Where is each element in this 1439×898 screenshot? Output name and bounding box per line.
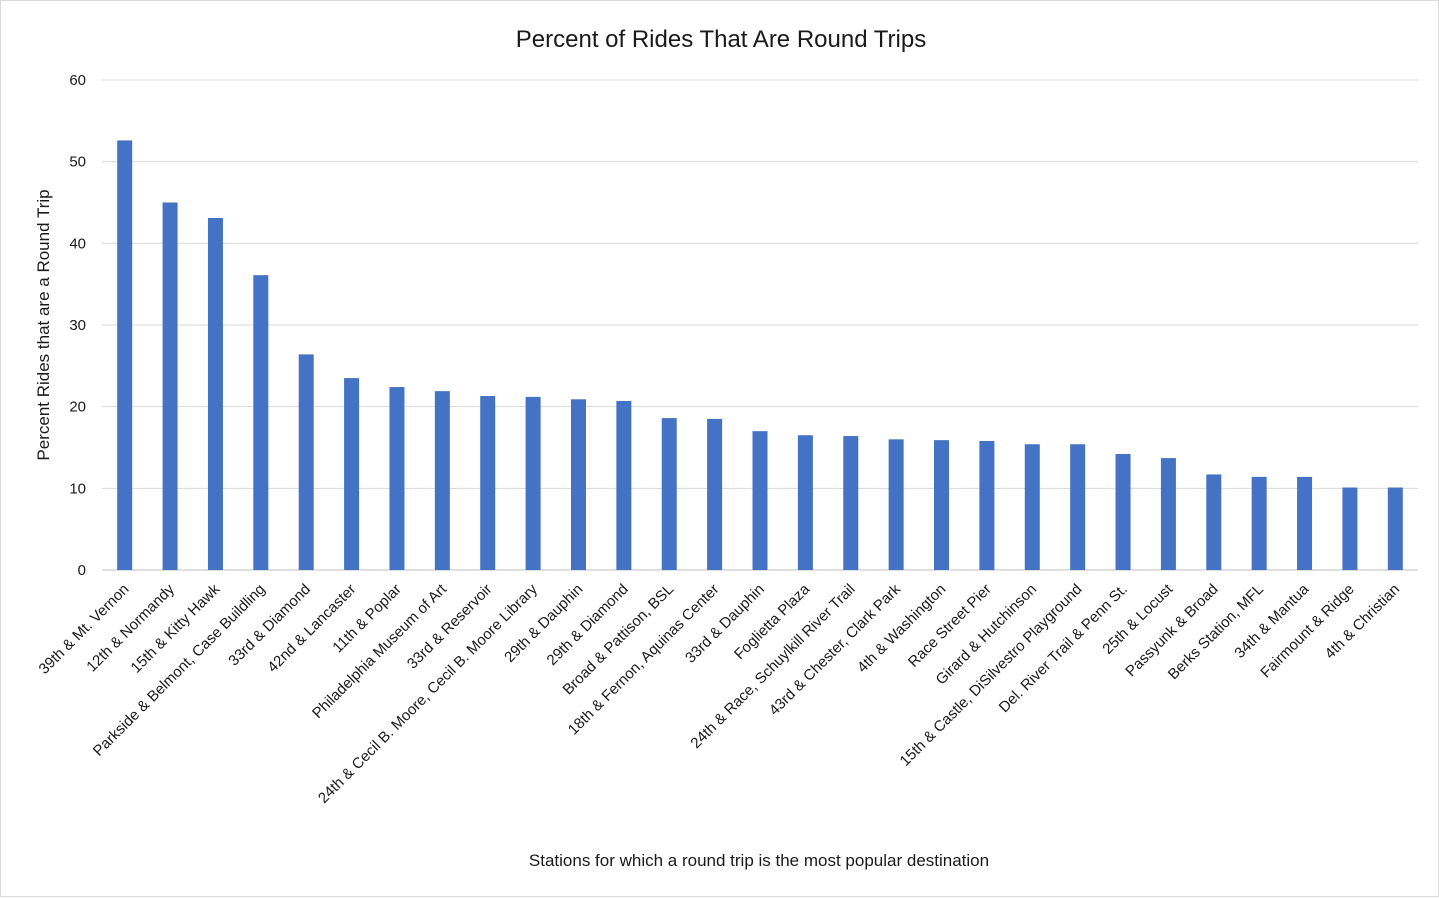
bar <box>1387 487 1403 570</box>
bars <box>117 140 1403 570</box>
y-tick-labels: 0 10 20 30 40 50 60 <box>69 72 86 579</box>
bar <box>480 396 496 570</box>
y-tick-label: 60 <box>69 72 86 89</box>
y-tick-label: 10 <box>69 480 86 497</box>
x-tick-label: 33rd & Dauphin <box>682 581 768 667</box>
bar <box>1070 444 1086 570</box>
bar <box>389 387 405 570</box>
bar <box>616 400 632 570</box>
bar <box>661 418 677 570</box>
bar <box>253 275 269 570</box>
bar <box>207 218 223 570</box>
bar <box>979 440 995 570</box>
bar <box>1160 458 1176 570</box>
bar <box>344 378 360 570</box>
bar <box>117 140 133 570</box>
x-tick-label: 29th & Dauphin <box>501 581 586 666</box>
y-tick-label: 20 <box>69 399 86 416</box>
bar <box>934 440 950 570</box>
bar <box>707 418 723 570</box>
bar <box>1024 444 1040 570</box>
bar <box>298 354 314 570</box>
bar <box>888 439 904 570</box>
bar <box>1115 454 1131 570</box>
bar <box>162 202 178 570</box>
bar <box>570 399 586 570</box>
x-tick-label: Race Street Pier <box>905 581 995 671</box>
bar <box>1342 487 1358 570</box>
bar <box>797 435 813 570</box>
x-axis-title: Stations for which a round trip is the m… <box>529 851 989 870</box>
bar <box>434 391 450 570</box>
x-tick-label: 29th & Diamond <box>544 581 632 669</box>
x-tick-label: 24th & Race, Schuylkill River Trail <box>687 581 858 752</box>
y-tick-label: 40 <box>69 235 86 252</box>
chart-title: Percent of Rides That Are Round Trips <box>516 26 926 53</box>
x-tick-label: 33rd & Diamond <box>225 581 314 670</box>
y-tick-label: 50 <box>69 154 86 171</box>
bar <box>1206 474 1222 570</box>
bar <box>1251 476 1267 570</box>
y-axis-title: Percent Rides that are a Round Trip <box>34 189 53 460</box>
y-tick-label: 0 <box>78 562 86 579</box>
bar <box>1297 476 1313 570</box>
gridlines <box>102 79 1418 571</box>
bar <box>525 396 541 570</box>
bar <box>843 436 859 570</box>
bar <box>752 431 768 570</box>
y-tick-label: 30 <box>69 317 86 334</box>
